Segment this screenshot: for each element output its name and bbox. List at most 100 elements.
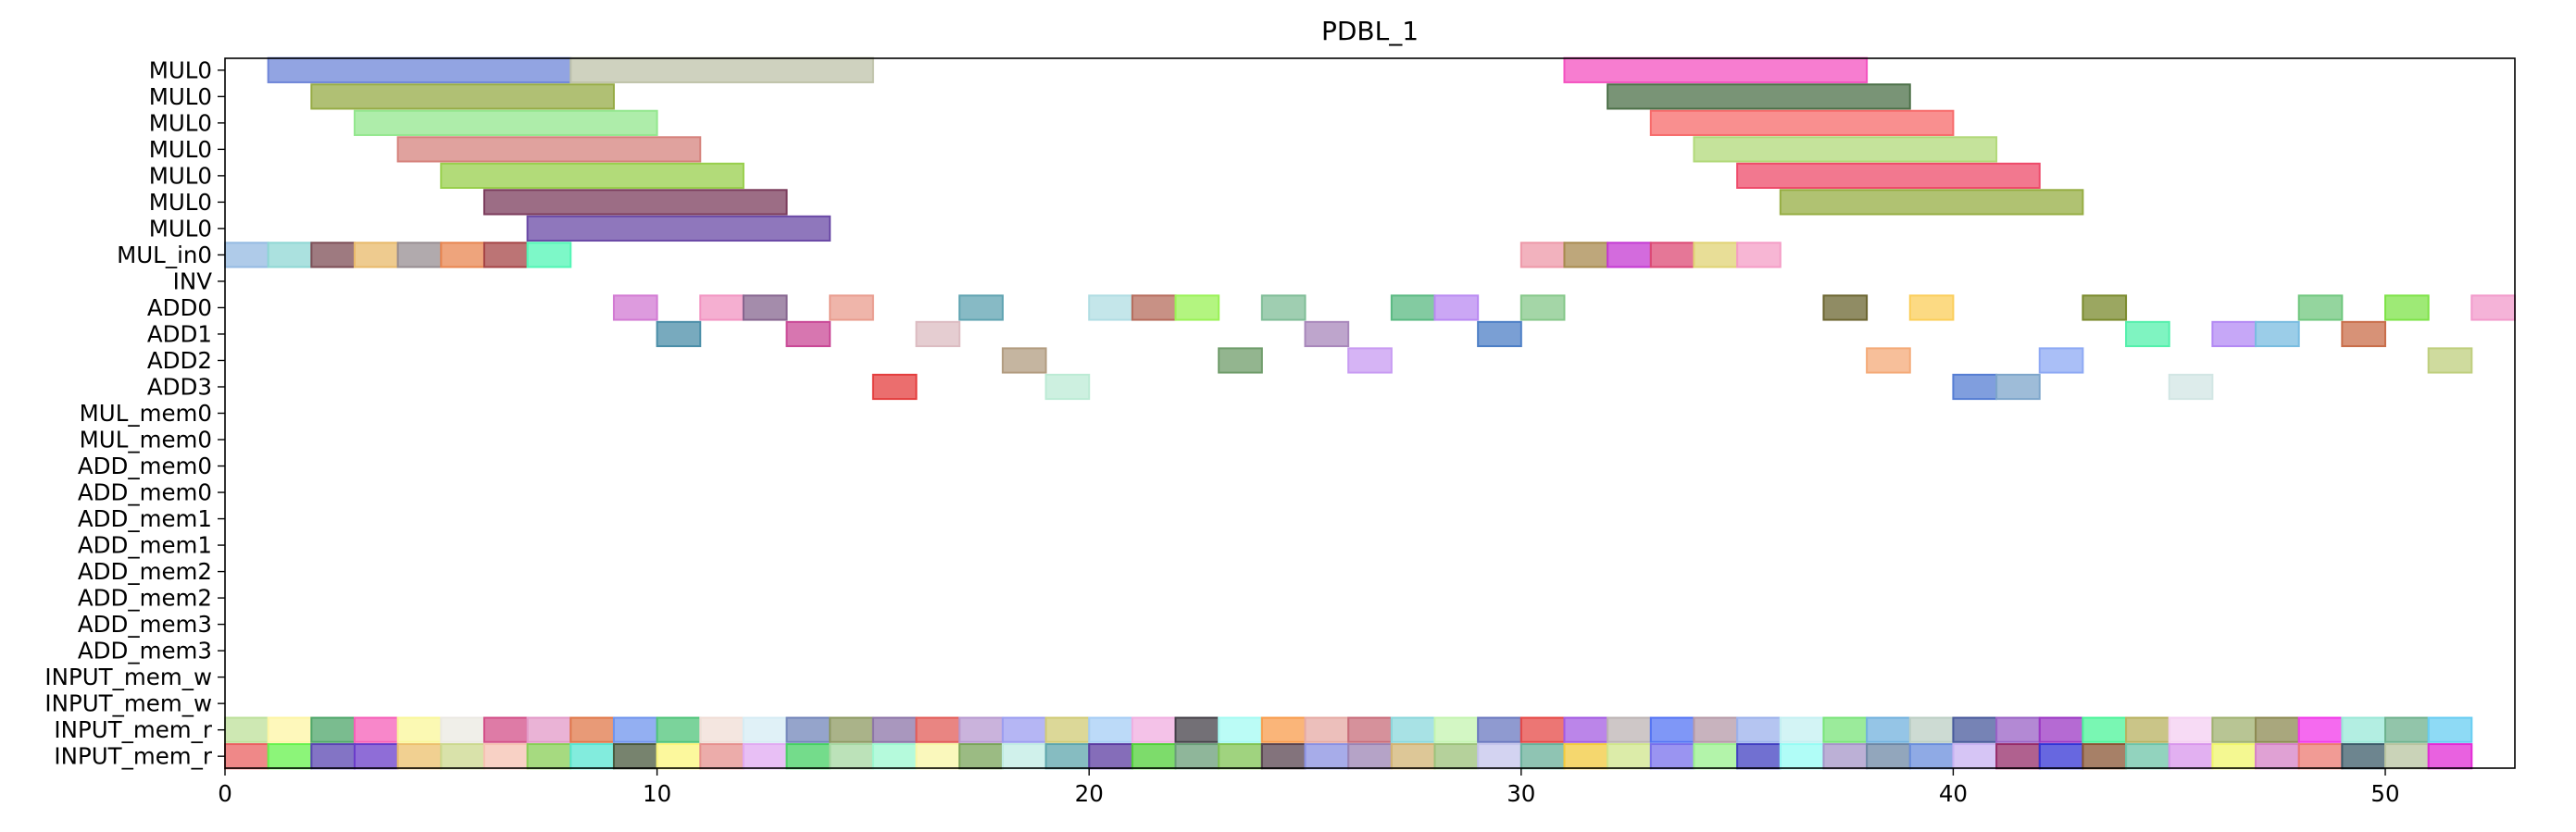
task-bar: [1218, 716, 1263, 743]
task-bar: [1519, 716, 1566, 743]
task-bar: [1519, 242, 1566, 268]
y-tick-label: INPUT_mem_r: [54, 743, 213, 770]
task-bar: [1347, 716, 1393, 743]
task-bar: [1260, 743, 1307, 770]
task-bar: [1952, 373, 1998, 401]
task-bar: [482, 189, 788, 216]
task-bar: [2038, 743, 2084, 770]
task-bar: [1044, 743, 1091, 770]
y-tick-label: ADD_mem2: [78, 558, 212, 585]
task-bar: [1995, 716, 2041, 743]
task-bar: [915, 743, 961, 770]
task-bar: [1952, 716, 1998, 743]
task-bar: [526, 743, 572, 770]
y-tick-label: INPUT_mem_r: [54, 716, 213, 743]
task-bar: [267, 242, 313, 268]
task-bar: [1477, 716, 1522, 743]
task-bar: [1649, 716, 1695, 743]
task-bar: [396, 242, 443, 268]
task-bar: [2384, 716, 2430, 743]
task-bar: [1736, 716, 1782, 743]
y-tick-label: ADD_mem3: [78, 638, 212, 664]
task-bar: [1693, 743, 1739, 770]
task-bar: [1477, 743, 1522, 770]
y-tick-label: INV: [173, 267, 213, 294]
task-bar: [1649, 743, 1695, 770]
y-tick-label: ADD_mem0: [78, 479, 212, 506]
task-bar: [1390, 743, 1436, 770]
task-bar: [1174, 716, 1220, 743]
task-bar: [871, 743, 918, 770]
task-bar: [1044, 373, 1091, 401]
task-bar: [1607, 242, 1652, 268]
task-bar: [1304, 320, 1350, 348]
task-bar: [2168, 373, 2214, 401]
task-bar: [440, 242, 485, 268]
task-bar: [612, 294, 658, 321]
task-bar: [2384, 743, 2430, 770]
task-bar: [612, 716, 658, 743]
y-tick-label: MUL_mem0: [80, 400, 212, 427]
task-bar: [2211, 716, 2257, 743]
task-bar: [1866, 743, 1911, 770]
task-bar: [1693, 136, 1998, 163]
task-bar: [915, 716, 961, 743]
y-tick-label: ADD_mem3: [78, 611, 212, 638]
y-axis: MUL0MUL0MUL0MUL0MUL0MUL0MUL0MUL_in0INVAD…: [44, 56, 225, 770]
task-bar: [1736, 242, 1782, 268]
task-bar: [1433, 716, 1480, 743]
chart-title: PDBL_1: [1321, 16, 1419, 46]
task-bar: [871, 373, 918, 401]
x-axis: 0 10 20 30 40 50: [218, 768, 2400, 807]
task-bar: [526, 215, 832, 242]
task-bar: [2255, 716, 2300, 743]
task-bar: [1693, 242, 1739, 268]
task-bar: [1563, 716, 1609, 743]
task-bar: [2211, 743, 2257, 770]
task-bar: [2427, 716, 2473, 743]
task-bar: [1607, 83, 1911, 110]
task-bar: [1908, 294, 1955, 321]
task-bar: [1001, 347, 1047, 374]
task-bar: [2297, 716, 2344, 743]
task-bar: [1607, 716, 1652, 743]
task-bar: [829, 294, 874, 321]
task-bar: [1260, 294, 1307, 321]
task-bar: [2427, 347, 2473, 374]
task-bar: [2211, 320, 2257, 348]
task-bar: [829, 743, 874, 770]
y-tick-label: INPUT_mem_w: [44, 690, 212, 717]
task-bar: [1693, 716, 1739, 743]
x-tick-label: 20: [1075, 780, 1104, 807]
task-bar: [1131, 743, 1177, 770]
task-bar: [1347, 743, 1393, 770]
task-bar: [2125, 320, 2170, 348]
y-tick-label: ADD_mem1: [78, 532, 212, 559]
x-tick-label: 30: [1507, 780, 1535, 807]
y-tick-label: MUL0: [149, 136, 212, 163]
y-tick-label: MUL_in0: [117, 242, 212, 268]
task-bar: [656, 320, 702, 348]
task-bar: [2255, 320, 2300, 348]
task-bar: [2341, 743, 2387, 770]
task-bar: [440, 162, 744, 189]
task-bar: [2125, 743, 2170, 770]
task-bar: [1736, 743, 1782, 770]
task-bar: [1822, 294, 1869, 321]
task-bar: [1952, 743, 1998, 770]
task-bar: [699, 716, 744, 743]
y-tick-label: ADD1: [147, 320, 212, 347]
task-bar: [1649, 109, 1955, 136]
task-bar: [1433, 743, 1480, 770]
task-bar: [1866, 347, 1911, 374]
task-bar: [958, 743, 1004, 770]
y-tick-label: ADD0: [147, 294, 212, 321]
task-bar: [569, 716, 615, 743]
task-bar: [2038, 716, 2084, 743]
task-bar: [1131, 716, 1177, 743]
task-bar: [1563, 242, 1609, 268]
task-bar: [1001, 716, 1047, 743]
task-bar: [1779, 189, 2084, 216]
task-bar: [310, 716, 356, 743]
